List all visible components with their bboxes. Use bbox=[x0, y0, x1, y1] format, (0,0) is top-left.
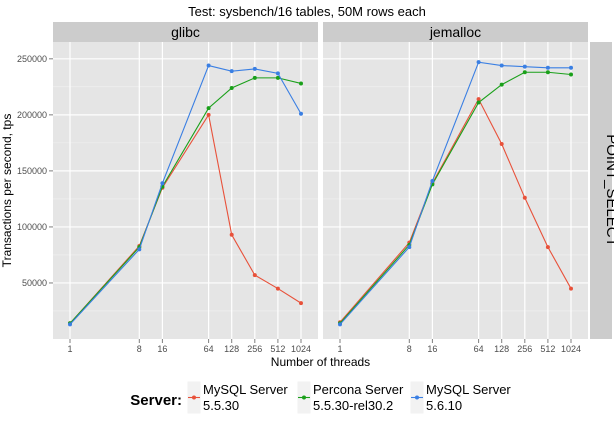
legend-label: MySQL Server bbox=[426, 382, 511, 397]
legend-label-version: 5.5.30-rel30.2 bbox=[313, 398, 393, 413]
data-point bbox=[299, 81, 303, 86]
data-point bbox=[338, 322, 342, 327]
data-point bbox=[229, 85, 234, 90]
data-point bbox=[206, 106, 211, 111]
y-axis-label: Transactions per second, tps bbox=[0, 114, 14, 268]
facet-strip bbox=[53, 22, 318, 42]
data-point bbox=[68, 322, 72, 327]
x-tick-label: 1024 bbox=[561, 344, 581, 354]
data-point bbox=[499, 141, 504, 146]
y-tick-label: 50000 bbox=[22, 278, 47, 288]
panel-background bbox=[53, 42, 318, 339]
data-point bbox=[137, 247, 142, 252]
series-line bbox=[339, 61, 571, 325]
y-tick-label: 150000 bbox=[17, 166, 47, 176]
facet-strip bbox=[323, 22, 588, 42]
data-point bbox=[407, 245, 412, 250]
legend-label: Percona Server bbox=[313, 382, 404, 397]
x-tick-label: 512 bbox=[540, 344, 555, 354]
y-tick-label: 200000 bbox=[17, 110, 47, 120]
legend-title: Server: bbox=[130, 392, 182, 409]
data-point bbox=[299, 301, 303, 306]
x-axis-label: Number of threads bbox=[271, 355, 370, 369]
data-point bbox=[275, 71, 280, 76]
panel-background bbox=[323, 42, 588, 339]
data-point bbox=[545, 245, 550, 250]
data-point bbox=[499, 82, 504, 87]
chart-title: Test: sysbench/16 tables, 50M rows each bbox=[188, 4, 426, 19]
data-point bbox=[476, 60, 481, 65]
data-point bbox=[476, 100, 481, 105]
x-tick-label: 64 bbox=[474, 344, 484, 354]
data-point bbox=[569, 72, 573, 77]
x-tick-label: 256 bbox=[247, 344, 262, 354]
data-point bbox=[275, 286, 280, 291]
data-point bbox=[499, 63, 504, 68]
data-point bbox=[229, 69, 234, 74]
data-point bbox=[476, 97, 481, 102]
data-point bbox=[569, 286, 573, 291]
data-point bbox=[229, 232, 234, 237]
legend-key-point bbox=[415, 395, 419, 400]
facet-strip-label: jemalloc bbox=[429, 24, 481, 40]
y-tick-label: 100000 bbox=[17, 222, 47, 232]
data-point bbox=[299, 111, 303, 116]
x-tick-label: 64 bbox=[204, 344, 214, 354]
x-tick-label: 1024 bbox=[291, 344, 311, 354]
y-tick-label: 250000 bbox=[17, 54, 47, 64]
data-point bbox=[522, 64, 527, 69]
x-tick-label: 128 bbox=[224, 344, 239, 354]
x-tick-label: 8 bbox=[407, 344, 412, 354]
facet-row-label: POINT_SELECT bbox=[603, 134, 614, 247]
data-point bbox=[545, 65, 550, 70]
x-tick-label: 512 bbox=[270, 344, 285, 354]
x-tick-label: 256 bbox=[517, 344, 532, 354]
data-point bbox=[522, 195, 527, 200]
facet-row-strip bbox=[590, 42, 612, 339]
data-point bbox=[275, 75, 280, 80]
legend-label: MySQL Server bbox=[203, 382, 288, 397]
legend-key-point bbox=[302, 395, 306, 400]
x-tick-label: 8 bbox=[137, 344, 142, 354]
x-tick-label: 16 bbox=[157, 344, 167, 354]
data-point bbox=[569, 65, 573, 70]
legend-key-point bbox=[192, 395, 196, 400]
legend-label-version: 5.6.10 bbox=[426, 398, 462, 413]
series-line bbox=[339, 97, 572, 323]
data-point bbox=[252, 75, 257, 80]
data-point bbox=[206, 63, 211, 68]
data-point bbox=[545, 70, 550, 75]
data-point bbox=[430, 178, 435, 183]
x-tick-label: 16 bbox=[427, 344, 437, 354]
data-point bbox=[252, 66, 257, 71]
data-point bbox=[206, 112, 211, 117]
x-tick-label: 128 bbox=[494, 344, 509, 354]
series-line bbox=[69, 64, 302, 325]
legend-label-version: 5.5.30 bbox=[203, 398, 239, 413]
x-tick-label: 1 bbox=[67, 344, 72, 354]
data-point bbox=[522, 70, 527, 75]
facet-strip-label: glibc bbox=[171, 24, 200, 40]
x-tick-label: 1 bbox=[337, 344, 342, 354]
data-point bbox=[252, 273, 257, 278]
data-point bbox=[160, 181, 165, 186]
